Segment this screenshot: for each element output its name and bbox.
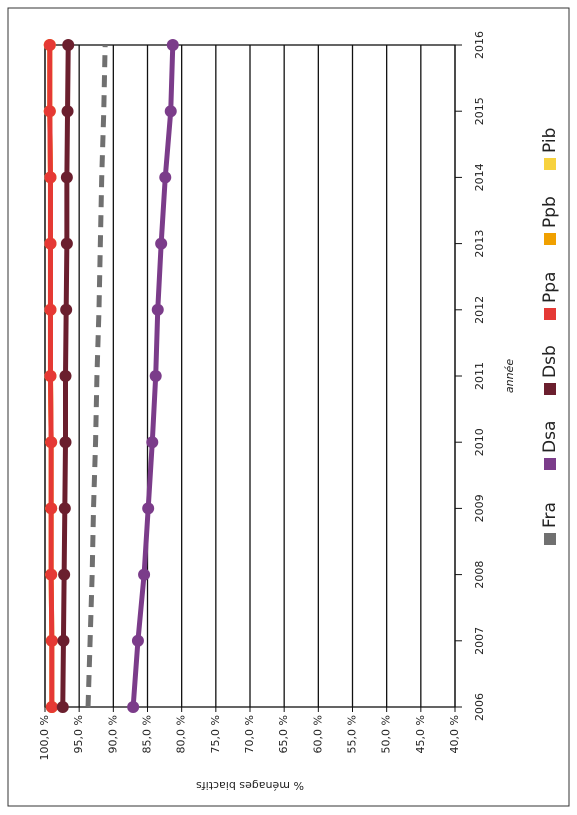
marker [142, 502, 155, 515]
x-tick-label: 2013 [473, 230, 486, 258]
legend-swatch [544, 158, 556, 170]
x-tick-label: 2016 [473, 31, 486, 59]
marker [164, 105, 177, 118]
y-tick-label: 55,0 % [346, 715, 359, 753]
x-tick-label: 2007 [473, 627, 486, 655]
x-tick-label: 2006 [473, 693, 486, 721]
marker [60, 171, 73, 184]
marker [155, 237, 168, 250]
marker [44, 370, 57, 382]
legend-swatch [544, 383, 556, 395]
legend-label: Ppb [540, 196, 560, 228]
y-tick-label: 60,0 % [311, 715, 324, 753]
marker [58, 568, 71, 581]
y-tick-label: 70,0 % [243, 715, 256, 753]
marker [61, 105, 74, 118]
marker [59, 370, 72, 382]
legend-swatch [544, 458, 556, 470]
marker [44, 171, 57, 184]
legend-label: Pib [540, 128, 560, 153]
marker [166, 39, 179, 51]
marker [44, 237, 57, 250]
marker [146, 436, 159, 449]
marker [58, 502, 71, 515]
x-tick-label: 2014 [473, 163, 486, 191]
marker [127, 701, 140, 713]
y-tick-label: 85,0 % [141, 715, 154, 753]
y-tick-label: 75,0 % [209, 715, 222, 753]
x-axis-title: année [503, 359, 516, 393]
legend-label: Dsa [540, 421, 560, 453]
y-tick-label: 100,0 % [38, 715, 51, 760]
marker [44, 303, 57, 316]
x-tick-label: 2011 [473, 362, 486, 390]
y-tick-label: 40,0 % [448, 715, 461, 753]
marker [56, 701, 69, 713]
marker [43, 105, 56, 118]
x-tick-label: 2009 [473, 494, 486, 522]
y-axis-title: % ménages biactifs [196, 779, 304, 792]
marker [60, 303, 73, 316]
y-tick-label: 95,0 % [72, 715, 85, 753]
marker [159, 171, 172, 184]
legend-label: Dsb [540, 345, 560, 378]
x-tick-label: 2010 [473, 428, 486, 456]
marker [57, 634, 70, 647]
legend-swatch [544, 233, 556, 245]
marker [45, 701, 58, 713]
y-tick-label: 90,0 % [106, 715, 119, 753]
series-line [85, 44, 108, 708]
marker [59, 436, 72, 449]
legend-label: Ppa [540, 272, 560, 303]
marker [45, 634, 58, 647]
legend-label: Fra [540, 502, 560, 528]
marker [62, 39, 75, 51]
frame [7, 7, 570, 807]
legend-swatch [544, 533, 556, 545]
legend-swatch [544, 308, 556, 320]
y-tick-label: 80,0 % [175, 715, 188, 753]
y-tick-label: 65,0 % [277, 715, 290, 753]
x-tick-label: 2012 [473, 296, 486, 324]
marker [151, 303, 164, 316]
marker [138, 568, 151, 581]
marker [45, 568, 58, 581]
x-tick-label: 2008 [473, 561, 486, 589]
marker [45, 502, 58, 515]
marker [149, 370, 162, 382]
marker [45, 436, 58, 449]
x-tick-label: 2015 [473, 97, 486, 125]
marker [60, 237, 73, 250]
y-tick-label: 50,0 % [380, 715, 393, 753]
y-tick-label: 45,0 % [414, 715, 427, 753]
rotated-chart: 40,0 % 45,0 % 50,0 % 55,0 % 60,0 % 65,0 % 70,0… [38, 31, 560, 792]
marker [43, 39, 56, 51]
marker [131, 634, 144, 647]
